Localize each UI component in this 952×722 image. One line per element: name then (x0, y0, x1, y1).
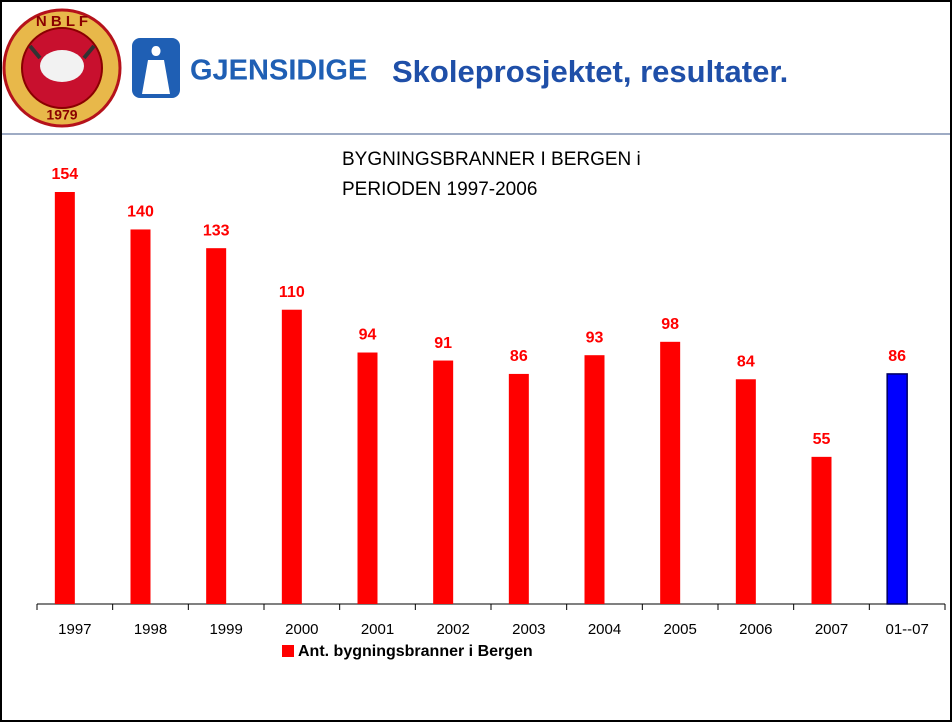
x-tick-label: 01--07 (885, 621, 928, 638)
value-label: 86 (888, 348, 906, 365)
x-tick-label: 2004 (588, 621, 621, 638)
chart-title: BYGNINGSBRANNER I BERGEN i (342, 149, 641, 170)
bar (886, 373, 908, 605)
bar (735, 379, 756, 604)
value-label: 133 (203, 222, 230, 239)
value-label: 86 (510, 348, 528, 365)
x-tick-label: 1997 (58, 621, 91, 638)
x-tick-label: 2000 (285, 621, 318, 638)
x-tick-label: 2005 (663, 621, 696, 638)
badge-top: N B L F (36, 13, 88, 30)
value-label: 94 (359, 327, 377, 344)
bar (660, 341, 681, 604)
value-label: 154 (51, 166, 78, 183)
value-label: 93 (586, 329, 604, 346)
bar (357, 352, 378, 604)
value-label: 98 (661, 316, 679, 333)
x-tick-label: 1998 (134, 621, 167, 638)
bar (281, 309, 302, 604)
gjensidige-emblem (132, 38, 180, 98)
x-tick-label: 2001 (361, 621, 394, 638)
page-title: Skoleprosjektet, resultater. (392, 54, 788, 89)
legend-swatch (282, 645, 294, 657)
x-tick-label: 2006 (739, 621, 772, 638)
value-label: 55 (813, 431, 831, 448)
bar (54, 192, 75, 604)
legend-label: Ant. bygningsbranner i Bergen (298, 643, 533, 660)
chart-title: PERIODEN 1997-2006 (342, 179, 537, 200)
badge-year: 1979 (46, 107, 77, 123)
bar (508, 373, 529, 604)
bar (584, 355, 605, 604)
bar (433, 360, 454, 604)
x-tick-label: 2003 (512, 621, 545, 638)
x-tick-label: 2007 (815, 621, 848, 638)
value-label: 110 (279, 284, 305, 301)
value-label: 91 (434, 335, 452, 352)
value-label: 140 (127, 204, 154, 221)
brand-name: GJENSIDIGE (190, 55, 367, 87)
nblf-badge: N B L F 1979 (2, 8, 122, 128)
x-tick-label: 1999 (209, 621, 242, 638)
bar (130, 229, 151, 605)
x-tick-label: 2002 (436, 621, 469, 638)
value-label: 84 (737, 353, 755, 370)
bar (206, 248, 227, 604)
bar (811, 456, 832, 604)
